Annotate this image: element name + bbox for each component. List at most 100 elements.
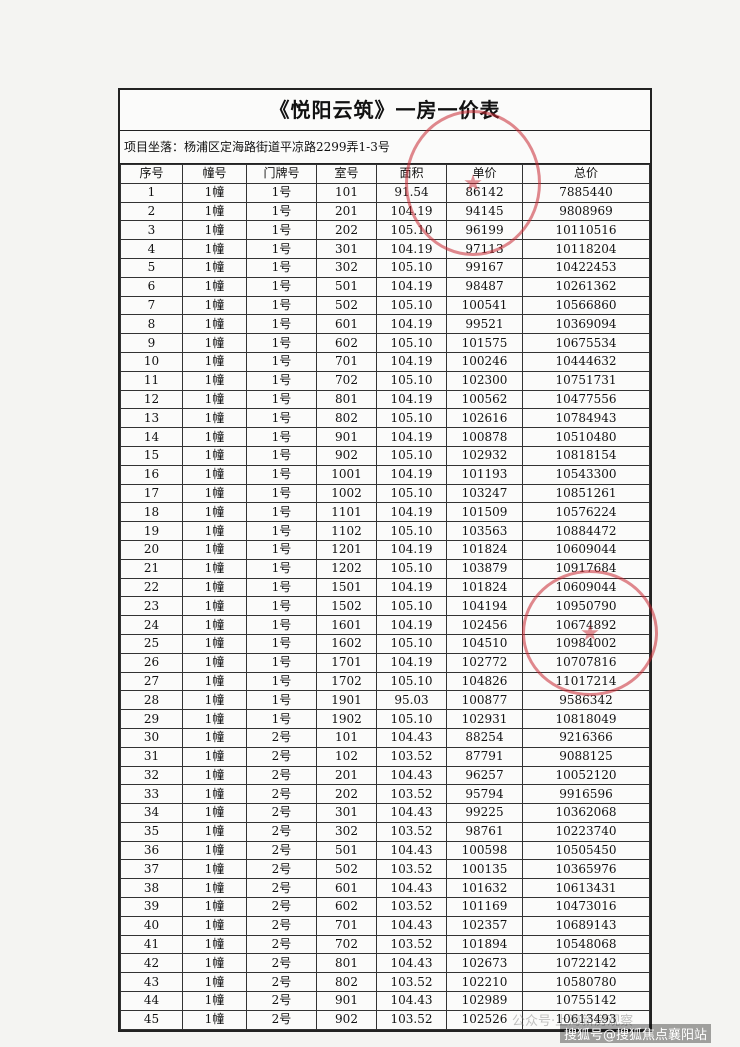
table-cell: 1号 bbox=[246, 239, 317, 259]
table-cell: 1幢 bbox=[182, 558, 247, 579]
table-cell: 1102 bbox=[316, 521, 377, 541]
table-cell: 1幢 bbox=[182, 539, 247, 560]
table-row: 7 1幢 1号 502 105.10 100541 10566860 bbox=[120, 295, 650, 316]
table-cell: 10950790 bbox=[522, 596, 650, 617]
table-cell: 105.10 bbox=[376, 633, 447, 654]
table-cell: 39 bbox=[120, 897, 183, 917]
table-cell: 101509 bbox=[446, 502, 523, 523]
table-cell: 1幢 bbox=[182, 370, 247, 391]
table-cell: 104826 bbox=[446, 671, 523, 692]
table-cell: 105.10 bbox=[376, 483, 447, 504]
table-cell: 105.10 bbox=[376, 257, 447, 278]
column-header: 面积 bbox=[376, 164, 447, 184]
table-row: 42 1幢 2号 801 104.43 102673 10722142 bbox=[120, 953, 650, 974]
table-cell: 10052120 bbox=[522, 765, 650, 786]
column-header: 单价 bbox=[446, 164, 523, 184]
table-cell: 20 bbox=[120, 539, 183, 560]
table-cell: 10609044 bbox=[522, 577, 650, 598]
table-row: 15 1幢 1号 902 105.10 102932 10818154 bbox=[120, 445, 650, 466]
table-cell: 102526 bbox=[446, 1009, 523, 1030]
table-cell: 104.43 bbox=[376, 803, 447, 823]
table-cell: 103.52 bbox=[376, 972, 447, 993]
table-cell: 601 bbox=[316, 878, 377, 899]
table-cell: 5 bbox=[120, 257, 183, 278]
table-cell: 10223740 bbox=[522, 821, 650, 842]
table-cell: 2号 bbox=[246, 972, 317, 993]
table-cell: 33 bbox=[120, 784, 183, 805]
table-cell: 98487 bbox=[446, 276, 523, 297]
table-cell: 31 bbox=[120, 746, 183, 767]
table-row: 19 1幢 1号 1102 105.10 103563 10884472 bbox=[120, 521, 650, 541]
table-cell: 1幢 bbox=[182, 1009, 247, 1030]
table-cell: 35 bbox=[120, 821, 183, 842]
table-cell: 1 bbox=[120, 182, 183, 203]
table-cell: 13 bbox=[120, 408, 183, 429]
table-cell: 100246 bbox=[446, 351, 523, 372]
table-cell: 1101 bbox=[316, 502, 377, 523]
table-cell: 302 bbox=[316, 821, 377, 842]
table-cell: 1002 bbox=[316, 483, 377, 504]
table-cell: 1幢 bbox=[182, 859, 247, 880]
table-cell: 15 bbox=[120, 445, 183, 466]
table-cell: 104.19 bbox=[376, 389, 447, 410]
table-cell: 1号 bbox=[246, 615, 317, 635]
table-row: 40 1幢 2号 701 104.43 102357 10689143 bbox=[120, 915, 650, 936]
table-cell: 1号 bbox=[246, 182, 317, 203]
table-cell: 1幢 bbox=[182, 633, 247, 654]
table-cell: 10818049 bbox=[522, 709, 650, 729]
table-cell: 2号 bbox=[246, 953, 317, 974]
table-cell: 1201 bbox=[316, 539, 377, 560]
table-cell: 10613431 bbox=[522, 878, 650, 899]
table-cell: 1701 bbox=[316, 652, 377, 673]
table-row: 25 1幢 1号 1602 105.10 104510 10984002 bbox=[120, 633, 650, 654]
table-cell: 10261362 bbox=[522, 276, 650, 297]
table-cell: 102300 bbox=[446, 370, 523, 391]
table-row: 38 1幢 2号 601 104.43 101632 10613431 bbox=[120, 878, 650, 899]
table-cell: 105.10 bbox=[376, 709, 447, 729]
table-cell: 10543300 bbox=[522, 464, 650, 485]
table-row: 6 1幢 1号 501 104.19 98487 10261362 bbox=[120, 276, 650, 297]
table-row: 20 1幢 1号 1201 104.19 101824 10609044 bbox=[120, 539, 650, 560]
sheet-title: 《悦阳云筑》一房一价表 bbox=[120, 90, 650, 131]
table-cell: 1幢 bbox=[182, 615, 247, 635]
table-cell: 10674892 bbox=[522, 615, 650, 635]
table-cell: 105.10 bbox=[376, 295, 447, 316]
table-row: 44 1幢 2号 901 104.43 102989 10755142 bbox=[120, 991, 650, 1011]
table-row: 16 1幢 1号 1001 104.19 101193 10543300 bbox=[120, 464, 650, 485]
table-cell: 801 bbox=[316, 953, 377, 974]
table-cell: 1幢 bbox=[182, 671, 247, 692]
table-cell: 802 bbox=[316, 972, 377, 993]
table-row: 13 1幢 1号 802 105.10 102616 10784943 bbox=[120, 408, 650, 429]
table-cell: 105.10 bbox=[376, 333, 447, 353]
table-cell: 102931 bbox=[446, 709, 523, 729]
table-cell: 105.10 bbox=[376, 596, 447, 617]
table-cell: 10110516 bbox=[522, 220, 650, 241]
table-cell: 102210 bbox=[446, 972, 523, 993]
column-header: 总价 bbox=[522, 164, 650, 184]
table-cell: 102673 bbox=[446, 953, 523, 974]
table-cell: 34 bbox=[120, 803, 183, 823]
table-cell: 16 bbox=[120, 464, 183, 485]
table-cell: 1幢 bbox=[182, 690, 247, 711]
table-cell: 202 bbox=[316, 220, 377, 241]
table-cell: 103879 bbox=[446, 558, 523, 579]
table-cell: 104.19 bbox=[376, 615, 447, 635]
table-cell: 10118204 bbox=[522, 239, 650, 259]
table-cell: 103.52 bbox=[376, 897, 447, 917]
table-cell: 1幢 bbox=[182, 953, 247, 974]
table-cell: 32 bbox=[120, 765, 183, 786]
table-row: 26 1幢 1号 1701 104.19 102772 10707816 bbox=[120, 652, 650, 673]
table-row: 29 1幢 1号 1902 105.10 102931 10818049 bbox=[120, 709, 650, 729]
table-cell: 802 bbox=[316, 408, 377, 429]
table-cell: 2号 bbox=[246, 784, 317, 805]
table-cell: 105.10 bbox=[376, 370, 447, 391]
table-cell: 1号 bbox=[246, 633, 317, 654]
table-cell: 100877 bbox=[446, 690, 523, 711]
table-cell: 1号 bbox=[246, 427, 317, 447]
table-cell: 801 bbox=[316, 389, 377, 410]
table-cell: 1号 bbox=[246, 709, 317, 729]
table-row: 37 1幢 2号 502 103.52 100135 10365976 bbox=[120, 859, 650, 880]
table-cell: 1幢 bbox=[182, 445, 247, 466]
table-body: 1 1幢 1号 101 91.54 86142 7885440 2 1幢 1号 201 104.19 9… bbox=[120, 182, 650, 1030]
